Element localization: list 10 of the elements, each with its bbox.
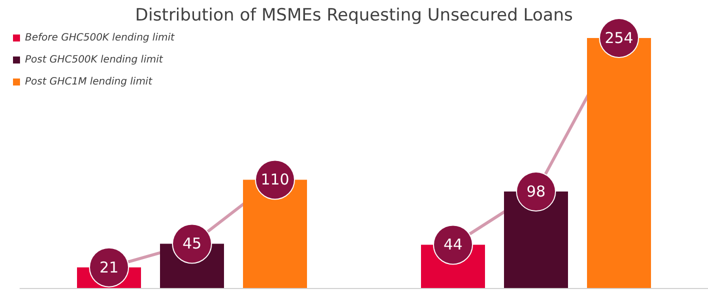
data-label: 45	[182, 234, 202, 253]
data-label: 44	[443, 236, 463, 254]
legend-label: Before GHC500K lending limit	[25, 32, 176, 44]
legend-label: Post GHC500K lending limit	[25, 54, 164, 66]
data-label: 110	[260, 170, 290, 189]
data-label: 98	[526, 182, 546, 201]
chart-title: Distribution of MSMEs Requesting Unsecured Loans	[135, 6, 574, 26]
data-label: 21	[99, 258, 119, 276]
legend-label: Post GHC1M lending limit	[25, 76, 154, 88]
data-label: 254	[604, 29, 634, 47]
